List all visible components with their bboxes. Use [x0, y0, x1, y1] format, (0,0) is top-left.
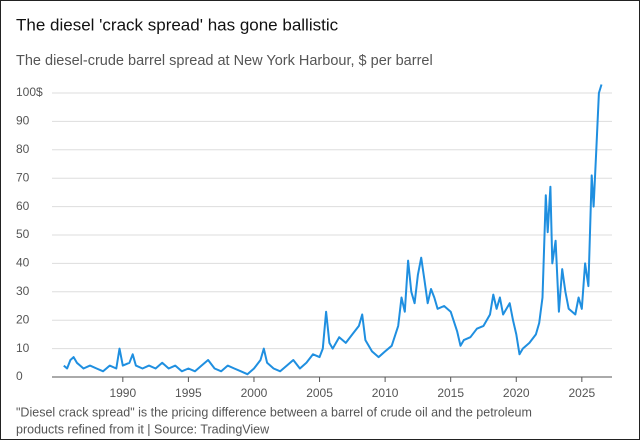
- y-tick-label: 30: [16, 284, 30, 298]
- x-tick-label: 2010: [372, 386, 399, 400]
- y-tick-label: 60: [16, 199, 30, 213]
- x-tick-label: 1995: [175, 386, 202, 400]
- y-tick-label: 80: [16, 142, 30, 156]
- footnote: products refined from it | Source: Tradi…: [16, 422, 270, 436]
- y-tick-label: 50: [16, 227, 30, 241]
- x-tick-label: 2000: [241, 386, 268, 400]
- chart-title: The diesel 'crack spread' has gone balli…: [16, 15, 339, 34]
- y-tick-label: 90: [16, 114, 30, 128]
- x-tick-label: 1990: [109, 386, 136, 400]
- y-tick-label: 0: [16, 369, 23, 383]
- x-tick-label: 2005: [306, 386, 333, 400]
- y-tick-label: 70: [16, 170, 30, 184]
- y-tick-label: 20: [16, 312, 30, 326]
- x-tick-label: 2025: [568, 386, 595, 400]
- footnote: "Diesel crack spread" is the pricing dif…: [16, 405, 532, 419]
- chart-subtitle: The diesel-crude barrel spread at New Yo…: [16, 53, 433, 69]
- y-tick-label: 10: [16, 341, 30, 355]
- y-tick-label: 40: [16, 256, 30, 270]
- x-tick-label: 2020: [503, 386, 530, 400]
- data-line: [63, 84, 603, 376]
- x-tick-label: 2015: [437, 386, 464, 400]
- y-tick-label: 100$: [16, 85, 43, 99]
